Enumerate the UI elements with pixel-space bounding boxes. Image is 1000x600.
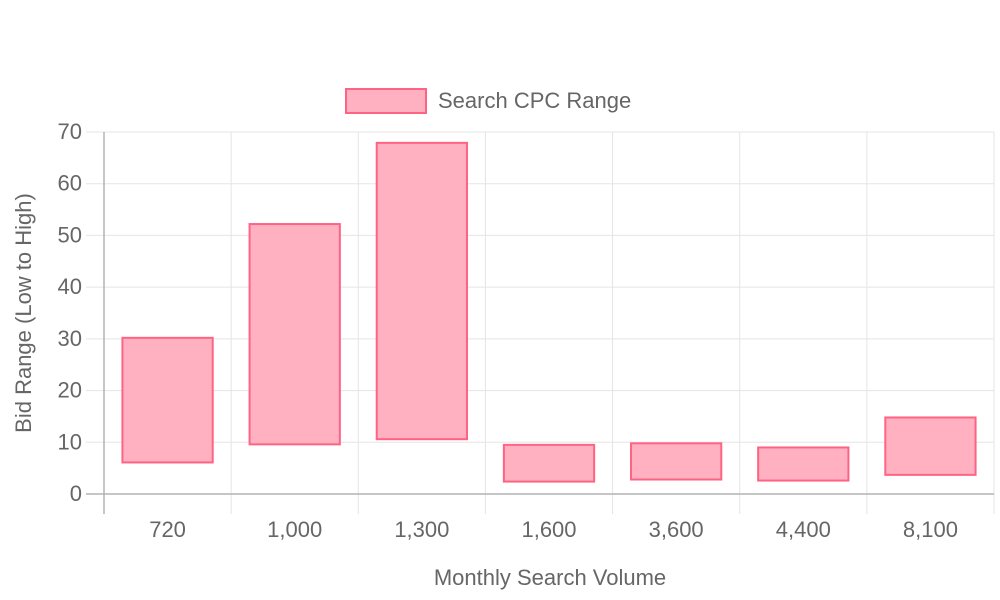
y-tick-label: 20 bbox=[58, 378, 82, 403]
legend[interactable]: Search CPC Range bbox=[345, 88, 631, 114]
range-bar[interactable] bbox=[375, 141, 468, 441]
x-tick-label: 1,000 bbox=[267, 517, 322, 542]
y-tick-label: 0 bbox=[70, 481, 82, 506]
bars bbox=[121, 141, 977, 483]
legend-swatch[interactable] bbox=[345, 88, 427, 114]
y-tick-label: 60 bbox=[58, 171, 82, 196]
range-bar[interactable] bbox=[502, 443, 596, 483]
x-tick-label: 4,400 bbox=[776, 517, 831, 542]
y-tick-label: 70 bbox=[58, 119, 82, 144]
range-bar[interactable] bbox=[248, 223, 341, 446]
range-bar[interactable] bbox=[121, 336, 214, 464]
legend-label[interactable]: Search CPC Range bbox=[438, 88, 631, 113]
range-bar[interactable] bbox=[757, 446, 850, 482]
y-tick-label: 30 bbox=[58, 326, 82, 351]
x-tick-label: 1,600 bbox=[521, 517, 576, 542]
y-tick-label: 50 bbox=[58, 222, 82, 247]
range-bar[interactable] bbox=[884, 416, 977, 476]
tick-labels: 0 10 20 30 40 50 60 70 720 1,000 1,300 1,600 3,600 4,… bbox=[58, 119, 958, 542]
range-bar[interactable] bbox=[630, 442, 723, 481]
y-tick-label: 40 bbox=[58, 274, 82, 299]
x-tick-label: 3,600 bbox=[649, 517, 704, 542]
x-tick-label: 720 bbox=[149, 517, 186, 542]
y-tick-label: 10 bbox=[58, 429, 82, 454]
grid-lines bbox=[86, 131, 995, 514]
x-axis-title: Monthly Search Volume bbox=[434, 565, 666, 590]
x-tick-label: 1,300 bbox=[394, 517, 449, 542]
y-axis-title: Bid Range (Low to High) bbox=[11, 193, 36, 433]
x-tick-label: 8,100 bbox=[903, 517, 958, 542]
axes bbox=[86, 132, 994, 514]
